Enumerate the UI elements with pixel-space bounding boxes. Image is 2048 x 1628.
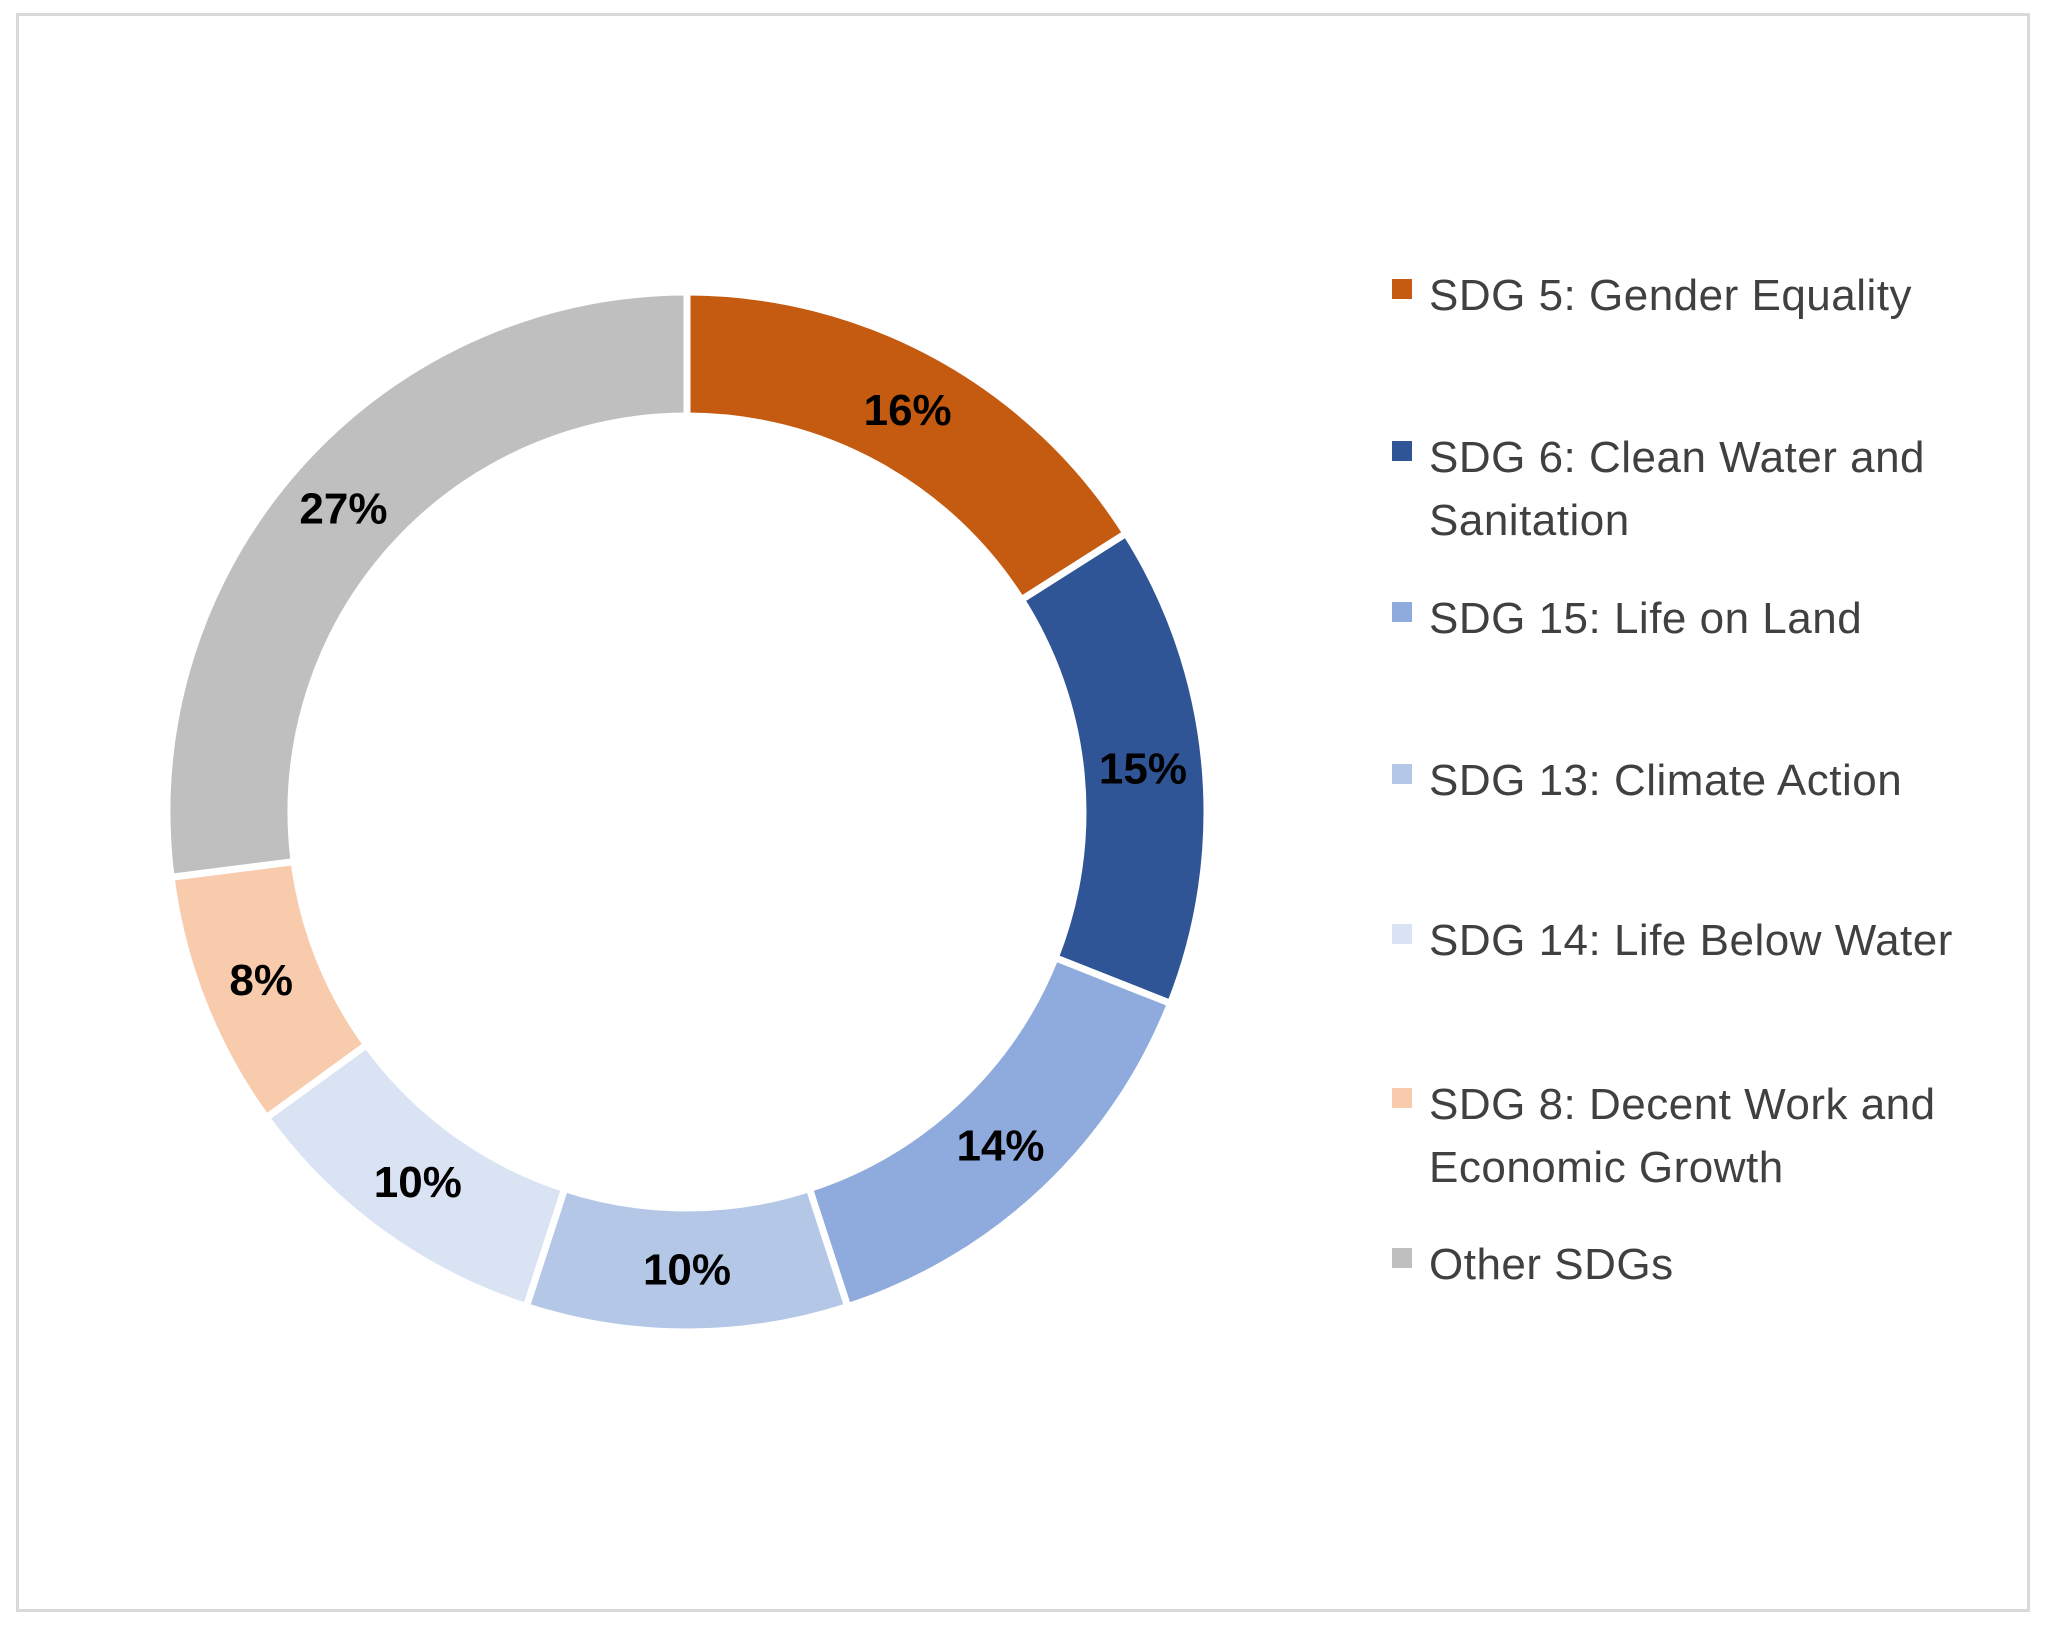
data-label: 27% (299, 485, 387, 534)
legend-label: Other SDGs (1429, 1240, 1674, 1289)
legend-item: SDG 5: Gender Equality (1392, 264, 2009, 327)
donut-slice (163, 288, 691, 882)
data-label: 16% (864, 386, 952, 435)
data-label: 15% (1099, 744, 1187, 793)
data-label: 10% (643, 1246, 731, 1295)
legend-label: SDG 6: Clean Water and Sanitation (1429, 433, 1926, 545)
legend-swatch (1392, 764, 1412, 784)
legend-label: SDG 13: Climate Action (1429, 756, 1903, 805)
legend-item: SDG 14: Life Below Water (1392, 909, 2009, 972)
legend-swatch (1392, 924, 1412, 944)
legend-swatch (1392, 441, 1412, 461)
legend-item: SDG 15: Life on Land (1392, 587, 2009, 650)
chart-frame (16, 13, 2030, 1612)
legend-label: SDG 8: Decent Work and Economic Growth (1429, 1080, 1936, 1192)
legend-item: SDG 8: Decent Work and Economic Growth (1392, 1073, 2009, 1199)
legend-swatch (1392, 1248, 1412, 1268)
legend-swatch (1392, 279, 1412, 299)
legend-item: Other SDGs (1392, 1233, 2009, 1296)
legend-swatch (1392, 602, 1412, 622)
data-label: 10% (374, 1158, 462, 1207)
legend-item: SDG 13: Climate Action (1392, 749, 2009, 812)
legend-label: SDG 5: Gender Equality (1429, 271, 1913, 320)
data-label: 8% (229, 956, 293, 1005)
data-label: 14% (956, 1121, 1044, 1170)
donut-slice (683, 288, 1131, 605)
legend-swatch (1392, 1088, 1412, 1108)
legend-item: SDG 6: Clean Water and Sanitation (1392, 426, 2009, 552)
legend-label: SDG 15: Life on Land (1429, 594, 1863, 643)
legend-label: SDG 14: Life Below Water (1429, 916, 1953, 965)
